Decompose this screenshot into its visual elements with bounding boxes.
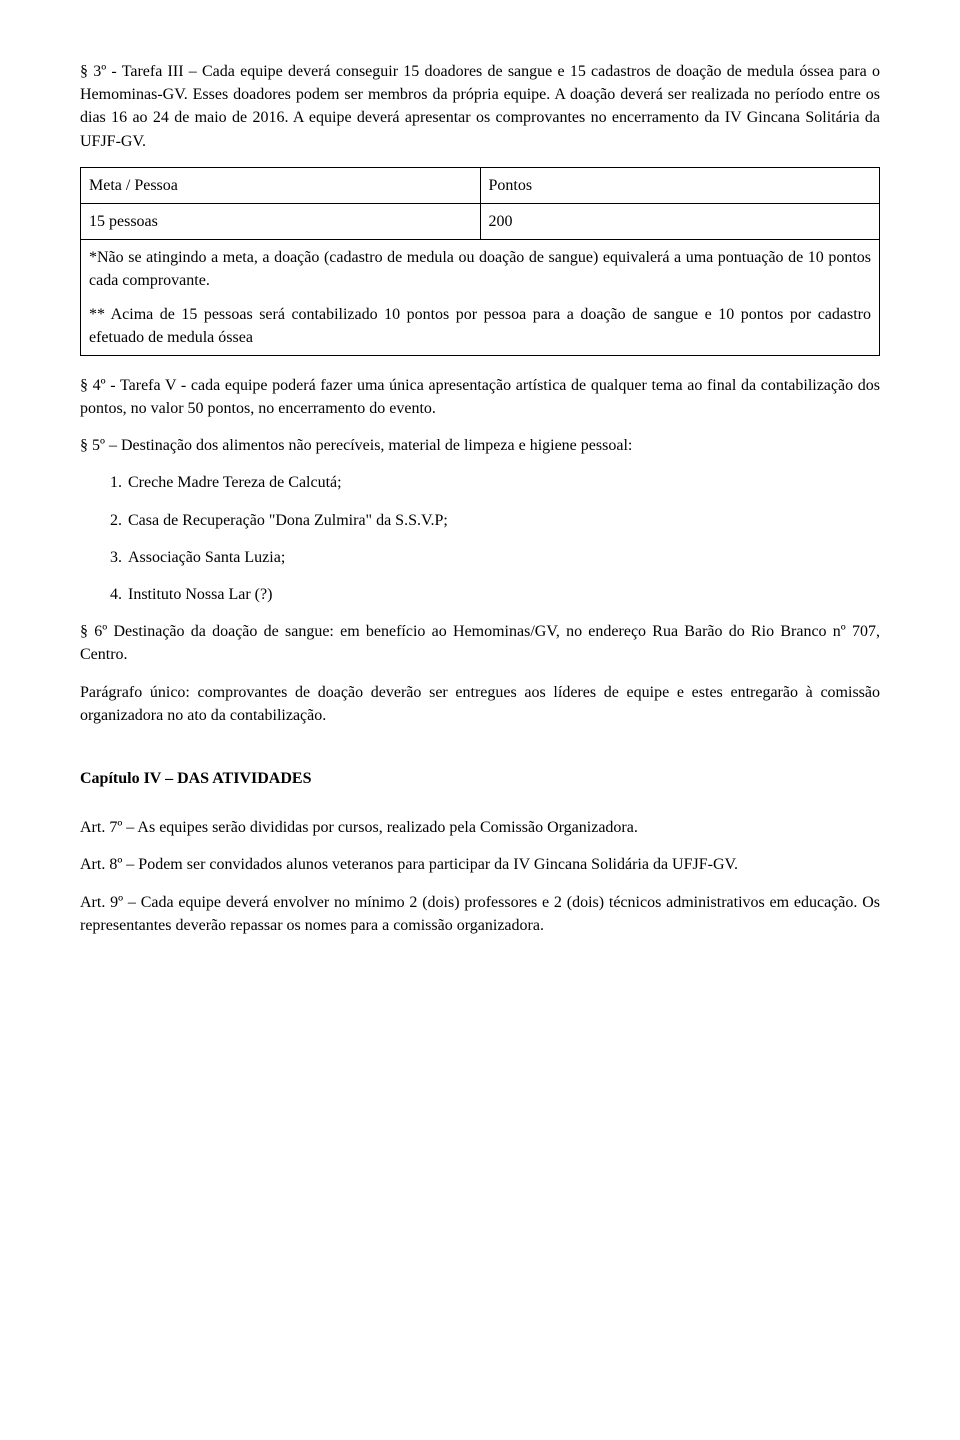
list-item: Casa de Recuperação "Dona Zulmira" da S.… — [126, 509, 880, 532]
table-note: *Não se atingindo a meta, a doação (cada… — [81, 240, 880, 356]
table-header-pontos: Pontos — [480, 167, 880, 203]
table-note-2: ** Acima de 15 pessoas será contabilizad… — [89, 303, 871, 349]
table-header-meta: Meta / Pessoa — [81, 167, 481, 203]
table-note-1: *Não se atingindo a meta, a doação (cada… — [89, 246, 871, 292]
chapter-heading: Capítulo IV – DAS ATIVIDADES — [80, 767, 880, 790]
meta-pontos-table: Meta / Pessoa Pontos 15 pessoas 200 *Não… — [80, 167, 880, 356]
list-item: Instituto Nossa Lar (?) — [126, 583, 880, 606]
art-8: Art. 8º – Podem ser convidados alunos ve… — [80, 853, 880, 876]
paragraph-tarefa-5: § 4º - Tarefa V - cada equipe poderá faz… — [80, 374, 880, 420]
destinacao-list: Creche Madre Tereza de Calcutá; Casa de … — [80, 471, 880, 606]
art-9: Art. 9º – Cada equipe deverá envolver no… — [80, 891, 880, 937]
list-item: Associação Santa Luzia; — [126, 546, 880, 569]
paragraph-unico: Parágrafo único: comprovantes de doação … — [80, 681, 880, 727]
art-7: Art. 7º – As equipes serão divididas por… — [80, 816, 880, 839]
paragraph-destinacao-sangue: § 6º Destinação da doação de sangue: em … — [80, 620, 880, 666]
table-cell-pessoas: 15 pessoas — [81, 203, 481, 239]
paragraph-destinacao-alimentos: § 5º – Destinação dos alimentos não pere… — [80, 434, 880, 457]
paragraph-tarefa-3: § 3º - Tarefa III – Cada equipe deverá c… — [80, 60, 880, 153]
table-cell-pontos: 200 — [480, 203, 880, 239]
list-item: Creche Madre Tereza de Calcutá; — [126, 471, 880, 494]
